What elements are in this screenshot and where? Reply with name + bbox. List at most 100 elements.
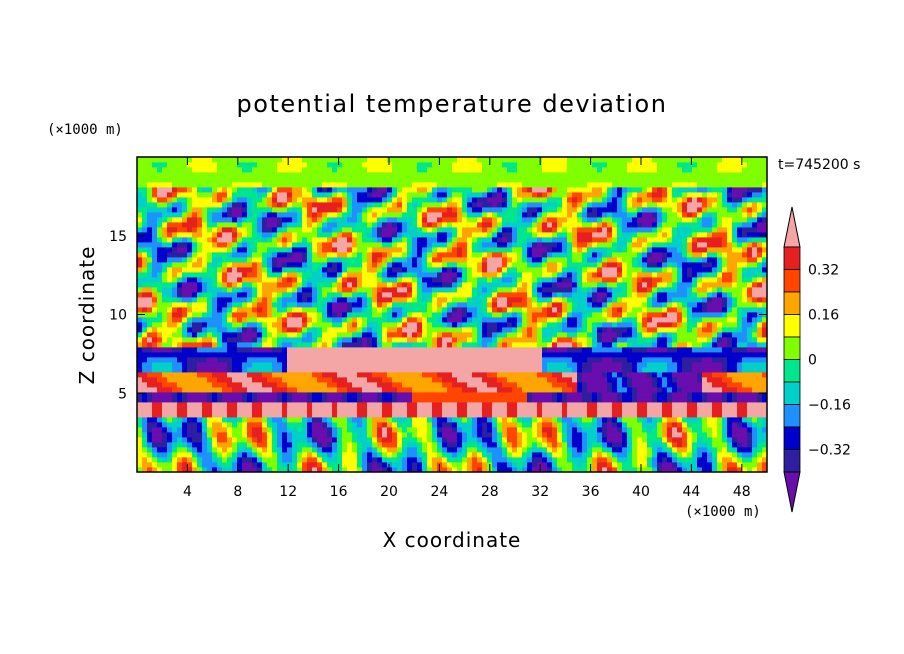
heatmap-cell [402, 317, 408, 323]
heatmap-cell [467, 377, 473, 383]
heatmap-cell [642, 347, 648, 353]
heatmap-cell [652, 342, 658, 348]
heatmap-cell [437, 347, 443, 353]
heatmap-cell [642, 297, 648, 303]
heatmap-cell [137, 302, 143, 308]
heatmap-cell [222, 317, 228, 323]
heatmap-cell [622, 292, 628, 298]
heatmap-cell [167, 452, 173, 458]
heatmap-cell [562, 317, 568, 323]
heatmap-cell [462, 317, 468, 323]
heatmap-cell [362, 322, 368, 328]
heatmap-cell [282, 287, 288, 293]
heatmap-cell [557, 357, 563, 363]
heatmap-cell [237, 292, 243, 298]
heatmap-cell [457, 357, 463, 363]
heatmap-cell [722, 452, 728, 458]
heatmap-cell [252, 272, 258, 278]
heatmap-cell [597, 277, 603, 283]
heatmap-cell [672, 347, 678, 353]
heatmap-cell [397, 322, 403, 328]
heatmap-cell [647, 452, 653, 458]
heatmap-cell [172, 422, 178, 428]
heatmap-cell [207, 287, 213, 293]
heatmap-cell [447, 387, 453, 393]
heatmap-cell [182, 447, 188, 453]
heatmap-cell [287, 457, 293, 463]
heatmap-cell [447, 367, 453, 373]
heatmap-cell [357, 307, 363, 313]
heatmap-cell [757, 322, 763, 328]
heatmap-cell [372, 297, 378, 303]
heatmap-cell [522, 272, 528, 278]
heatmap-cell [352, 422, 358, 428]
heatmap-cell [162, 327, 168, 333]
heatmap-cell [177, 347, 183, 353]
heatmap-cell [567, 307, 573, 313]
heatmap-cell [682, 342, 688, 348]
heatmap-cell [272, 467, 278, 472]
heatmap-cell [187, 317, 193, 323]
heatmap-cell [262, 322, 268, 328]
heatmap-cell [727, 337, 733, 343]
heatmap-cell [377, 422, 383, 428]
heatmap-cell [697, 357, 703, 363]
heatmap-cell [407, 422, 413, 428]
heatmap-cell [372, 357, 378, 363]
heatmap-cell [642, 402, 648, 408]
heatmap-cell [612, 342, 618, 348]
heatmap-cell [332, 452, 338, 458]
heatmap-cell [182, 382, 188, 388]
heatmap-cell [662, 362, 668, 368]
heatmap-cell [262, 312, 268, 318]
heatmap-cell [432, 307, 438, 313]
heatmap-cell [292, 327, 298, 333]
heatmap-cell [532, 342, 538, 348]
heatmap-cell [187, 407, 193, 413]
heatmap-cell [362, 292, 368, 298]
heatmap-cell [362, 272, 368, 278]
heatmap-cell [307, 442, 313, 448]
heatmap-cell [697, 462, 703, 468]
heatmap-cell [637, 432, 643, 438]
heatmap-cell [562, 357, 568, 363]
heatmap-cell [212, 392, 218, 398]
heatmap-cell [267, 357, 273, 363]
heatmap-cell [682, 412, 688, 418]
heatmap-cell [472, 302, 478, 308]
heatmap-cell [282, 282, 288, 288]
heatmap-cell [377, 462, 383, 468]
heatmap-cell [147, 382, 153, 388]
heatmap-cell [147, 387, 153, 393]
heatmap-cell [237, 387, 243, 393]
heatmap-cell [657, 327, 663, 333]
heatmap-cell [142, 457, 148, 463]
heatmap-cell [247, 327, 253, 333]
heatmap-cell [247, 272, 253, 278]
heatmap-cell [592, 447, 598, 453]
heatmap-cell [207, 282, 213, 288]
heatmap-cell [632, 392, 638, 398]
heatmap-cell [377, 382, 383, 388]
heatmap-cell [467, 402, 473, 408]
heatmap-cell [187, 452, 193, 458]
heatmap-cell [717, 352, 723, 358]
heatmap-cell [402, 457, 408, 463]
heatmap-cell [647, 457, 653, 463]
heatmap-cell [167, 277, 173, 283]
heatmap-cell [137, 467, 143, 472]
heatmap-cell [442, 357, 448, 363]
heatmap-cell [382, 292, 388, 298]
heatmap-cell [377, 282, 383, 288]
heatmap-cell [567, 397, 573, 403]
heatmap-cell [402, 402, 408, 408]
heatmap-cell [677, 357, 683, 363]
heatmap-cell [467, 337, 473, 343]
heatmap-cell [247, 332, 253, 338]
heatmap-cell [592, 347, 598, 353]
heatmap-cell [567, 427, 573, 433]
heatmap-cell [217, 412, 223, 418]
heatmap-cell [227, 367, 233, 373]
heatmap-cell [752, 427, 758, 433]
heatmap-cell [147, 292, 153, 298]
